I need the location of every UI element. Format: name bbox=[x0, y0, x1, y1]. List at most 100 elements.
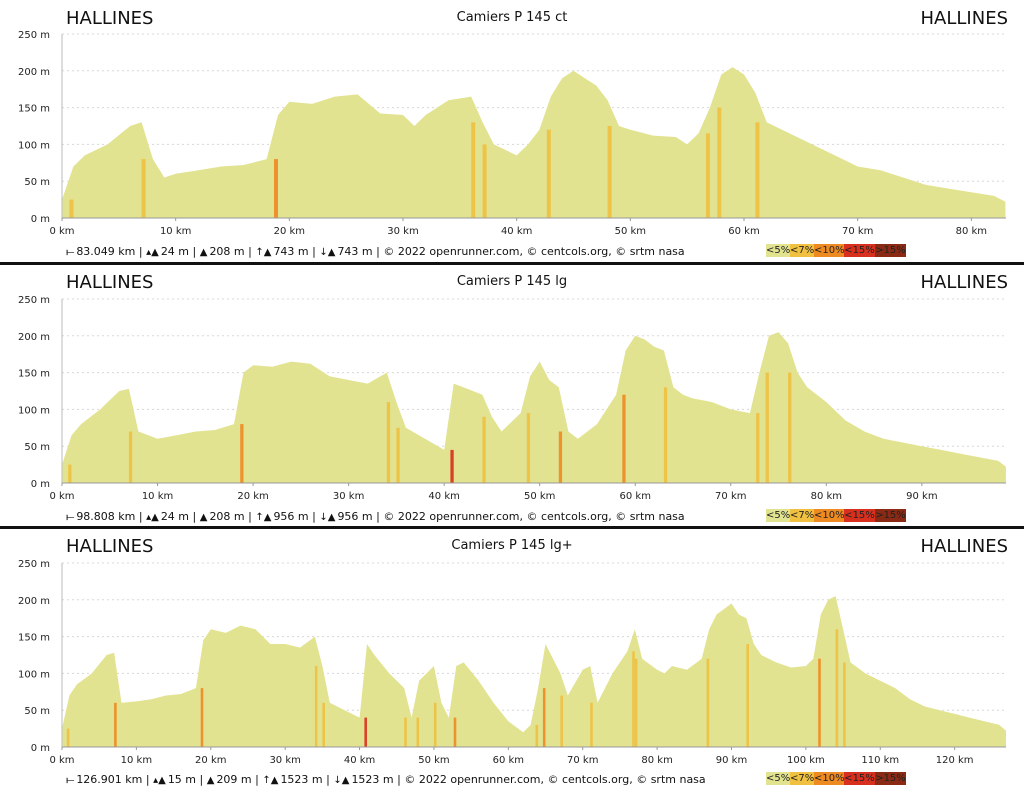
gradient-segment bbox=[453, 717, 457, 747]
ascent-value: 956 m bbox=[273, 510, 309, 523]
legend-lt5: <5% bbox=[766, 509, 791, 522]
x-tick-label: 0 km bbox=[49, 755, 74, 766]
elevation-area bbox=[62, 596, 1006, 747]
distance-value: 83.049 km bbox=[76, 245, 136, 258]
y-tick-label: 150 m bbox=[18, 369, 50, 380]
elevation-chart-1: 0 m 50 m 100 m 150 m 200 m 250 m 0 km 10 km 20 k… bbox=[18, 30, 1006, 237]
descent-value: 743 m bbox=[337, 245, 373, 258]
x-tick-label: 30 km bbox=[269, 755, 300, 766]
descent-icon: ↓▲ bbox=[319, 247, 336, 258]
y-tick-label: 200 m bbox=[18, 67, 50, 78]
gradient-segment bbox=[404, 717, 407, 747]
gradient-segment bbox=[200, 688, 204, 747]
legend-lt5: <5% bbox=[766, 244, 791, 257]
legend-lt15: <15% bbox=[844, 772, 875, 785]
gradient-segment bbox=[450, 449, 454, 483]
gradient-segment bbox=[416, 717, 420, 747]
gradient-segment bbox=[558, 431, 563, 483]
legend-lt7: <7% bbox=[790, 244, 815, 257]
y-tick-label: 250 m bbox=[18, 30, 50, 41]
x-tick-label: 110 km bbox=[861, 755, 899, 766]
gradient-segment bbox=[835, 629, 839, 747]
gradient-segment bbox=[634, 658, 638, 747]
elevation-area bbox=[62, 332, 1006, 483]
profile-panel-1: 0 m 50 m 100 m 150 m 200 m 250 m 0 km 10 km 20 k… bbox=[0, 0, 1024, 262]
gradient-legend: <5% <7% <10% <15% >15% bbox=[766, 244, 906, 257]
chart-title: Camiers P 145 lg bbox=[456, 274, 568, 289]
ascent-value: 1523 m bbox=[280, 773, 323, 786]
gradient-segment bbox=[396, 427, 400, 483]
gradient-segment bbox=[68, 464, 72, 483]
gradient-segment bbox=[746, 644, 749, 747]
gradient-segment bbox=[482, 144, 487, 218]
gradient-segment bbox=[765, 372, 769, 483]
route-stats: ⟝ 126.901 km | ▴▲ 15 m | ▲ 209 m | ↑▲ 1523 m… bbox=[66, 773, 706, 786]
x-tick-label: 80 km bbox=[811, 491, 842, 502]
gradient-segment bbox=[535, 724, 539, 747]
x-tick-label: 40 km bbox=[501, 226, 532, 237]
gradient-segment bbox=[240, 424, 244, 483]
x-tick-label: 30 km bbox=[387, 226, 418, 237]
gradient-segment bbox=[542, 688, 546, 747]
gradient-legend: <5% <7% <10% <15% >15% bbox=[766, 509, 906, 522]
descent-value: 956 m bbox=[337, 510, 373, 523]
legend-lt15: <15% bbox=[844, 509, 875, 522]
gradient-segment bbox=[590, 702, 593, 747]
elevation-area bbox=[62, 67, 1006, 218]
min-altitude-value: 24 m bbox=[160, 245, 190, 258]
x-tick-label: 70 km bbox=[567, 755, 598, 766]
x-tick-label: 50 km bbox=[615, 226, 646, 237]
y-tick-label: 100 m bbox=[18, 405, 50, 416]
gradient-segment bbox=[314, 666, 318, 747]
legend-gt15: >15% bbox=[875, 509, 906, 522]
x-tick-label: 80 km bbox=[956, 226, 987, 237]
end-place-label: HALLINES bbox=[920, 536, 1008, 557]
min-altitude-value: 15 m bbox=[167, 773, 197, 786]
elevation-chart-2: 0 m 50 m 100 m 150 m 200 m 250 m 0 km 10 km 20 k… bbox=[18, 295, 1006, 502]
gradient-segment bbox=[818, 658, 821, 747]
gradient-segment bbox=[560, 695, 563, 747]
y-tick-label: 250 m bbox=[18, 559, 50, 570]
gradient-legend: <5% <7% <10% <15% >15% bbox=[766, 772, 906, 785]
x-tick-label: 40 km bbox=[428, 491, 459, 502]
legend-lt10: <10% bbox=[814, 244, 845, 257]
min-altitude-icon: ▴▲ bbox=[153, 775, 166, 786]
y-tick-label: 100 m bbox=[18, 140, 50, 151]
x-tick-label: 0 km bbox=[49, 491, 74, 502]
ascent-icon: ↑▲ bbox=[255, 512, 272, 523]
x-tick-label: 80 km bbox=[641, 755, 672, 766]
gradient-segment bbox=[632, 651, 635, 747]
distance-value: 126.901 km bbox=[76, 773, 143, 786]
max-altitude-icon: ▲ bbox=[199, 512, 208, 523]
max-altitude-icon: ▲ bbox=[206, 775, 215, 786]
x-tick-label: 90 km bbox=[906, 491, 937, 502]
gradient-segment bbox=[546, 129, 551, 218]
legend-lt10: <10% bbox=[814, 772, 845, 785]
max-altitude-value: 208 m bbox=[209, 510, 245, 523]
panel-divider bbox=[0, 526, 1024, 529]
max-altitude-value: 208 m bbox=[209, 245, 245, 258]
x-tick-label: 60 km bbox=[493, 755, 524, 766]
credits-text: © 2022 openrunner.com, © centcols.org, ©… bbox=[383, 245, 685, 258]
y-tick-label: 0 m bbox=[31, 479, 50, 490]
gradient-segment bbox=[717, 107, 722, 218]
legend-gt15: >15% bbox=[875, 772, 906, 785]
x-tick-label: 100 km bbox=[787, 755, 825, 766]
gradient-segment bbox=[364, 717, 367, 747]
gradient-segment bbox=[69, 199, 74, 218]
legend-gt15: >15% bbox=[875, 244, 906, 257]
x-tick-label: 0 km bbox=[49, 226, 74, 237]
gradient-segment bbox=[482, 416, 486, 483]
legend-lt10: <10% bbox=[814, 509, 845, 522]
x-tick-label: 90 km bbox=[716, 755, 747, 766]
y-tick-label: 0 m bbox=[31, 743, 50, 754]
legend-lt7: <7% bbox=[790, 509, 815, 522]
gradient-segment bbox=[433, 702, 437, 747]
min-altitude-icon: ▴▲ bbox=[146, 247, 159, 258]
x-tick-label: 60 km bbox=[728, 226, 759, 237]
legend-lt15: <15% bbox=[844, 244, 875, 257]
x-tick-label: 10 km bbox=[121, 755, 152, 766]
gradient-segment bbox=[607, 126, 612, 218]
gradient-segment bbox=[622, 394, 626, 483]
x-tick-label: 120 km bbox=[936, 755, 974, 766]
